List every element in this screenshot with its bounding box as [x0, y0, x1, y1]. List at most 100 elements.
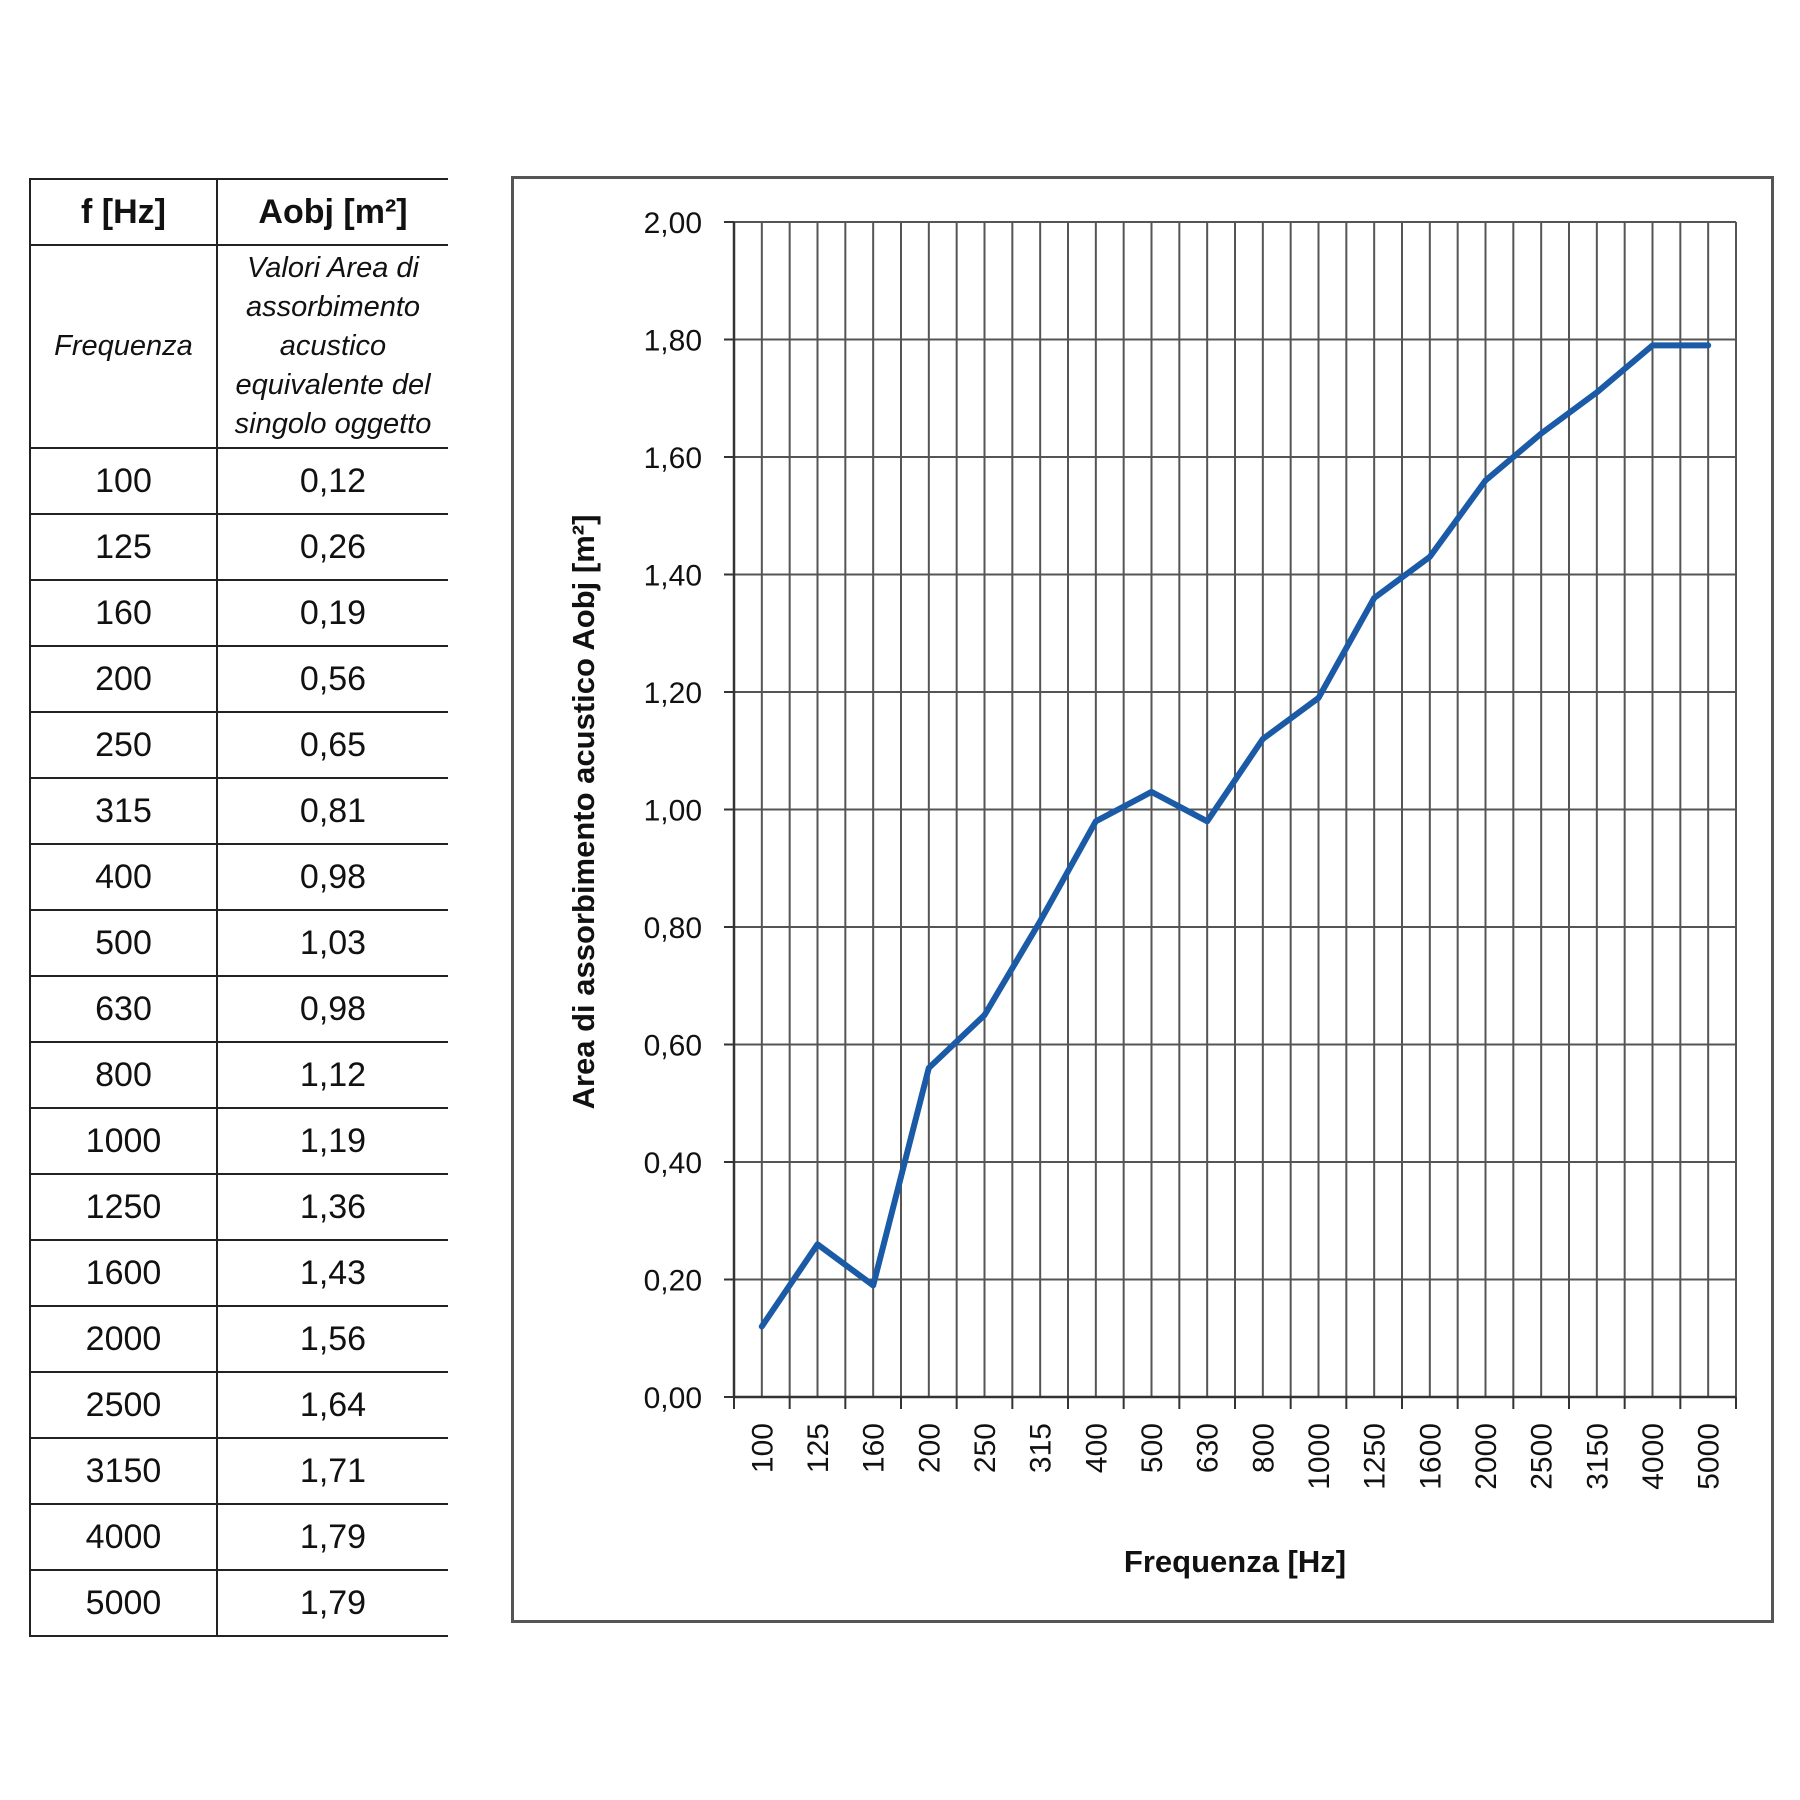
y-tick-label: 2,00 — [644, 207, 702, 240]
cell-frequency: 1600 — [29, 1240, 218, 1307]
cell-frequency: 1000 — [29, 1108, 218, 1175]
y-tick-label: 0,00 — [644, 1382, 702, 1415]
data-point — [926, 1065, 932, 1071]
y-tick-label: 1,60 — [644, 442, 702, 475]
description-aobj: Valori Area di assorbimento acustico equ… — [217, 245, 448, 449]
cell-frequency: 5000 — [29, 1570, 218, 1637]
x-tick-label: 315 — [1025, 1423, 1058, 1473]
y-tick-label: 0,80 — [644, 912, 702, 945]
data-point — [1705, 342, 1711, 348]
x-tick-label: 5000 — [1693, 1423, 1726, 1490]
x-tick-label: 500 — [1136, 1423, 1169, 1473]
cell-frequency: 125 — [29, 514, 218, 581]
table-row: 400 0,98 — [29, 844, 448, 911]
table-row: 2000 1,56 — [29, 1306, 448, 1373]
description-frequency: Frequenza — [29, 245, 218, 449]
cell-aobj: 1,12 — [217, 1042, 448, 1109]
table-row: 2500 1,64 — [29, 1372, 448, 1439]
data-point — [982, 1012, 987, 1018]
x-axis-title: Frequenza [Hz] — [1124, 1544, 1346, 1579]
description-line: singolo oggetto — [234, 408, 432, 440]
cell-aobj: 0,65 — [217, 712, 448, 779]
x-tick-label: 2000 — [1470, 1423, 1503, 1490]
x-tick-label: 630 — [1192, 1423, 1225, 1473]
description-line: equivalente del — [235, 369, 431, 401]
data-point — [815, 1241, 820, 1247]
cell-aobj: 0,98 — [217, 976, 448, 1043]
table-row: 5000 1,79 — [29, 1570, 448, 1637]
y-tick-label: 0,60 — [644, 1030, 702, 1063]
data-point — [1149, 789, 1154, 795]
chart-axes — [724, 221, 1737, 1409]
x-tick-label: 160 — [858, 1423, 891, 1473]
cell-frequency: 400 — [29, 844, 218, 911]
y-tick-label: 1,00 — [644, 795, 702, 828]
x-tick-label: 1250 — [1359, 1423, 1392, 1490]
cell-frequency: 250 — [29, 712, 218, 779]
cell-frequency: 500 — [29, 910, 218, 977]
data-point — [1204, 818, 1210, 824]
table-row: 1000 1,19 — [29, 1108, 448, 1175]
table-row: 800 1,12 — [29, 1042, 448, 1109]
y-tick-label: 0,40 — [644, 1147, 702, 1180]
cell-frequency: 315 — [29, 778, 218, 845]
cell-frequency: 800 — [29, 1042, 218, 1109]
cell-frequency: 2500 — [29, 1372, 218, 1439]
cell-aobj: 1,79 — [217, 1504, 448, 1571]
table-row: 1250 1,36 — [29, 1174, 448, 1241]
cell-aobj: 0,12 — [217, 448, 448, 515]
cell-aobj: 1,79 — [217, 1570, 448, 1637]
x-tick-label: 3150 — [1581, 1423, 1614, 1490]
table-header-row: f [Hz] Aobj [m²] — [29, 178, 448, 246]
data-point — [1316, 695, 1321, 701]
data-point — [1093, 818, 1099, 824]
cell-aobj: 0,26 — [217, 514, 448, 581]
y-axis-title: Area di assorbimento acustico Aobj [m²] — [566, 515, 601, 1110]
cell-aobj: 1,56 — [217, 1306, 448, 1373]
y-tick-label: 0,20 — [644, 1265, 702, 1298]
table-row: 200 0,56 — [29, 646, 448, 713]
data-point — [1650, 342, 1655, 348]
table-row: 315 0,81 — [29, 778, 448, 845]
x-tick-label: 4000 — [1637, 1423, 1670, 1490]
data-point — [1594, 389, 1600, 395]
chart-series — [758, 342, 1712, 1330]
description-line: assorbimento — [245, 291, 421, 323]
x-tick-label: 1600 — [1414, 1423, 1447, 1490]
x-tick-label: 400 — [1080, 1423, 1113, 1473]
table-description-row: Frequenza Valori Area di assorbimento ac… — [29, 245, 448, 449]
cell-aobj: 1,19 — [217, 1108, 448, 1175]
data-point — [870, 1282, 876, 1288]
cell-frequency: 2000 — [29, 1306, 218, 1373]
cell-frequency: 200 — [29, 646, 218, 713]
x-tick-label: 1000 — [1303, 1423, 1336, 1490]
table-row: 630 0,98 — [29, 976, 448, 1043]
table-row: 100 0,12 — [29, 448, 448, 515]
table-row: 160 0,19 — [29, 580, 448, 647]
cell-aobj: 0,81 — [217, 778, 448, 845]
cell-aobj: 0,19 — [217, 580, 448, 647]
cell-frequency: 630 — [29, 976, 218, 1043]
cell-aobj: 0,56 — [217, 646, 448, 713]
series-line — [758, 342, 1712, 1330]
cell-aobj: 1,36 — [217, 1174, 448, 1241]
cell-aobj: 1,64 — [217, 1372, 448, 1439]
data-point — [1538, 431, 1544, 436]
x-tick-label: 800 — [1247, 1423, 1280, 1473]
y-tick-label: 1,20 — [644, 677, 702, 710]
x-tick-label: 2500 — [1526, 1423, 1559, 1490]
x-tick-label: 200 — [913, 1423, 946, 1473]
table-row: 3150 1,71 — [29, 1438, 448, 1505]
data-point — [1037, 918, 1043, 924]
header-aobj: Aobj [m²] — [217, 178, 448, 246]
y-tick-label: 1,40 — [644, 560, 702, 593]
cell-frequency: 4000 — [29, 1504, 218, 1571]
cell-aobj: 1,03 — [217, 910, 448, 977]
data-point — [759, 1324, 765, 1329]
data-point — [1483, 478, 1488, 483]
data-point — [1427, 554, 1433, 560]
table-row: 1600 1,43 — [29, 1240, 448, 1307]
x-tick-label: 125 — [802, 1423, 835, 1473]
x-tick-label: 100 — [746, 1423, 779, 1473]
